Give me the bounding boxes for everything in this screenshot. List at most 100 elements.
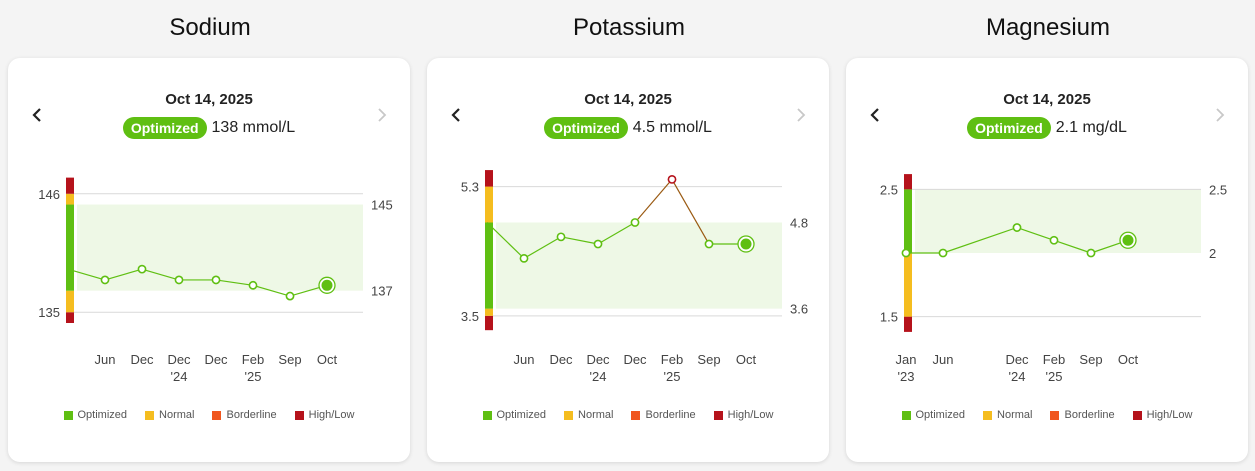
optimized-swatch	[482, 410, 492, 420]
x-tick-label: Dec	[623, 352, 647, 367]
legend-label: Normal	[997, 409, 1033, 421]
status-row: Optimized 138 mmol/L	[8, 117, 410, 139]
range-bar-segment	[485, 170, 493, 187]
range-bar-segment	[485, 315, 493, 331]
x-tick-label: Sep	[278, 352, 301, 367]
legend-item-normal: Normal	[983, 409, 1032, 421]
range-bar-segment	[904, 316, 912, 332]
borderline-swatch	[631, 410, 641, 420]
y-tick-label-left: 146	[38, 187, 60, 202]
range-bar-segment	[66, 177, 74, 194]
x-tick-year-label: '24	[590, 369, 607, 384]
series-line-segment	[523, 236, 562, 259]
x-tick-label: Oct	[1118, 352, 1139, 367]
x-tick-label: Jun	[514, 352, 535, 367]
x-tick-label: Jan	[896, 352, 917, 367]
series-line-segment	[1016, 226, 1055, 241]
legend-item-borderline: Borderline	[212, 409, 277, 421]
normal-swatch	[145, 410, 155, 420]
range-bar-segment	[66, 290, 74, 313]
x-tick-label: Dec	[1005, 352, 1029, 367]
status-badge: Optimized	[544, 117, 628, 139]
range-bar-segment	[66, 204, 74, 291]
potassium-chart: 5.3 3.5 4.8 3.6 Jun Dec Dec '24 Dec Feb '25 Sep Oct	[461, 170, 808, 384]
range-bar-segment	[485, 308, 493, 316]
legend-label: Optimized	[496, 409, 547, 421]
x-tick-label: Dec	[167, 352, 191, 367]
previous-arrow-icon[interactable]	[864, 104, 886, 126]
x-tick-label: Dec	[586, 352, 610, 367]
data-point	[593, 239, 603, 249]
status-row: Optimized 2.1 mg/dL	[846, 117, 1248, 139]
previous-arrow-icon[interactable]	[445, 104, 467, 126]
chart-card: Oct 14, 2025 Optimized 4.5 mmol/L 5.3 3.5…	[427, 58, 829, 462]
x-tick-year-label: '25	[664, 369, 681, 384]
sodium-panel: Sodium Oct 14, 2025 Optimized 138 mmol/L…	[8, 0, 412, 471]
y-tick-label-right: 3.6	[790, 302, 808, 317]
data-point	[100, 275, 110, 285]
range-bar-segment	[904, 189, 912, 253]
series-line-segment	[67, 268, 106, 281]
status-badge: Optimized	[967, 117, 1051, 139]
x-tick-year-label: '25	[1046, 369, 1063, 384]
legend-label: High/Low	[727, 409, 774, 421]
x-tick-label: Dec	[130, 352, 154, 367]
series-line-segment	[141, 268, 180, 281]
legend-item-borderline: Borderline	[631, 409, 696, 421]
range-bar-segment	[485, 186, 493, 223]
data-point	[938, 248, 948, 258]
data-point	[1049, 235, 1059, 245]
x-tick-label: Jun	[95, 352, 116, 367]
borderline-swatch	[212, 410, 222, 420]
reading-date: Oct 14, 2025	[1003, 91, 1091, 108]
data-point	[285, 291, 295, 301]
x-tick-label: Sep	[1079, 352, 1102, 367]
x-tick-label: Feb	[661, 352, 683, 367]
reading-value: 2.1 mg/dL	[1055, 119, 1127, 136]
legend-item-optimized: Optimized	[901, 409, 966, 421]
data-point	[211, 275, 221, 285]
series-line-segment	[942, 226, 1018, 254]
series-line-segment	[104, 268, 143, 281]
next-arrow-icon[interactable]	[1209, 104, 1231, 126]
x-tick-year-label: '24	[171, 369, 188, 384]
legend-label: Borderline	[226, 409, 277, 421]
range-bar-segment	[66, 193, 74, 205]
data-point	[901, 248, 911, 258]
legend-label: Normal	[578, 409, 614, 421]
x-tick-label: Feb	[1043, 352, 1065, 367]
data-point	[1012, 223, 1022, 232]
latest-data-point	[740, 238, 752, 250]
optimal-range-band	[915, 189, 1201, 253]
panel-title: Potassium	[572, 14, 686, 41]
x-tick-label: Sep	[697, 352, 720, 367]
next-arrow-icon[interactable]	[790, 104, 812, 126]
data-point	[630, 218, 640, 227]
panel-title: Magnesium	[985, 14, 1111, 41]
x-tick-label: Feb	[242, 352, 264, 367]
normal-swatch	[564, 410, 574, 420]
potassium-panel: Potassium Oct 14, 2025 Optimized 4.5 mmo…	[427, 0, 831, 471]
legend-item-optimized: Optimized	[63, 409, 127, 421]
x-tick-year-label: '25	[245, 369, 262, 384]
series-line-segment	[1053, 239, 1092, 254]
chart-card: Oct 14, 2025 Optimized 138 mmol/L 146 135…	[8, 58, 410, 462]
legend: Optimized Normal Borderline High/Low	[8, 409, 410, 421]
magnesium-chart: 2.5 1.5 2.5 2 Jan '23 Jun Dec '24 Feb '25 Sep Oct	[880, 174, 1227, 384]
series-line-segment	[597, 221, 636, 245]
next-arrow-icon[interactable]	[371, 104, 393, 126]
x-tick-year-label: '23	[898, 369, 915, 384]
previous-arrow-icon[interactable]	[26, 104, 48, 126]
range-bar-segment	[66, 312, 74, 323]
legend-item-borderline: Borderline	[1050, 409, 1115, 421]
series-line-segment	[671, 179, 710, 245]
borderline-swatch	[1050, 410, 1060, 420]
normal-swatch	[983, 410, 993, 420]
magnesium-panel: Magnesium Oct 14, 2025 Optimized 2.1 mg/…	[846, 0, 1250, 471]
y-tick-label-right: 137	[371, 284, 393, 299]
legend-item-normal: Normal	[145, 409, 194, 421]
legend-label: Optimized	[915, 409, 966, 421]
legend-label: Borderline	[645, 409, 696, 421]
legend: Optimized Normal Borderline High/Low	[427, 409, 829, 421]
y-tick-label-left: 2.5	[880, 182, 898, 197]
